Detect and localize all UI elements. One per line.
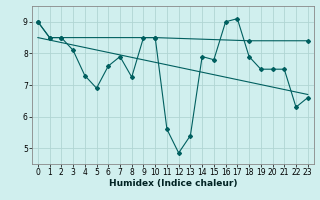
X-axis label: Humidex (Indice chaleur): Humidex (Indice chaleur) [108,179,237,188]
